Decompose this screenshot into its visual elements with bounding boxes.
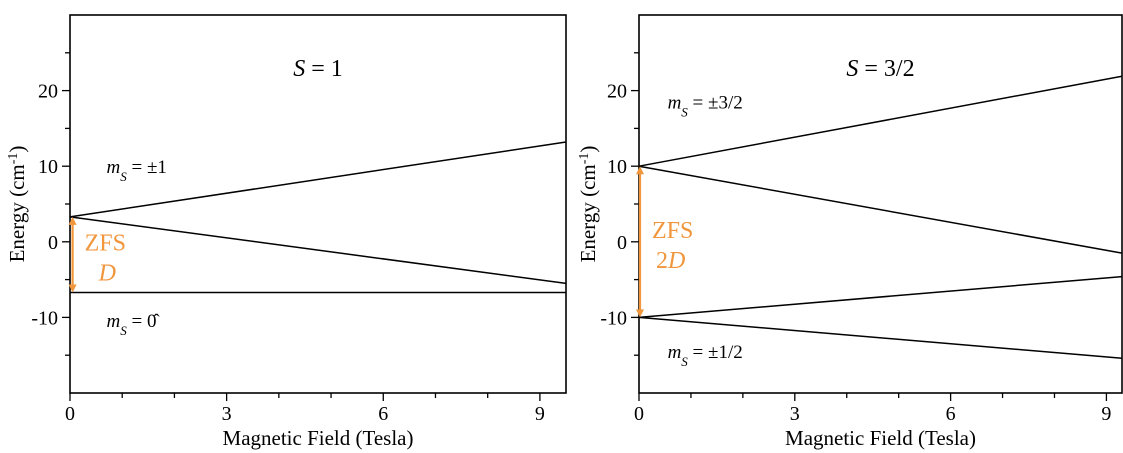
- zfs-label-symbol: D: [98, 261, 116, 287]
- x-tick-label: 3: [222, 403, 232, 425]
- y-axis-title-sup: -1: [6, 153, 21, 165]
- chart-panel-2: 0 3 6 9 -10 0 10 20 Magnetic Field (Tesla) Energy…: [576, 14, 1123, 450]
- y-axis-title-close: ): [576, 146, 600, 153]
- state-label-subscript: S: [681, 104, 688, 119]
- y-tick-label: -10: [600, 307, 627, 329]
- y-tick-label: 10: [38, 156, 58, 178]
- zfs-arrow-head-bottom: [636, 309, 644, 318]
- y-axis-title: Energy (cm-1): [576, 146, 600, 263]
- energy-level-line-1: [69, 141, 567, 218]
- state-label-1: mS = ±1: [107, 157, 167, 184]
- x-tick-label: 3: [790, 403, 800, 425]
- y-tick-label: 20: [38, 81, 58, 103]
- panel-title-symbol: S: [846, 56, 858, 82]
- chart-panel-1: 0 3 6 9 -10 0 10 20 Magnetic Field (Tesla) Energy…: [5, 14, 567, 450]
- y-axis-title-sup: -1: [577, 153, 592, 165]
- x-tick-label: 9: [1101, 403, 1111, 425]
- panel-title: S = 1: [293, 56, 343, 82]
- state-label-subscript: S: [120, 169, 127, 184]
- y-tick-label: 0: [48, 232, 58, 254]
- y-axis-title-main: Energy (cm: [5, 164, 29, 262]
- y-tick-label: 20: [607, 81, 627, 103]
- zfs-label-prefix: 2: [656, 248, 668, 274]
- zfs-label-line2: 2D: [656, 248, 685, 274]
- x-tick-label: 0: [65, 403, 75, 425]
- state-label-symbol: m: [107, 311, 121, 332]
- state-label-symbol: m: [668, 342, 682, 363]
- state-label-symbol: m: [107, 157, 121, 178]
- y-tick-label: -10: [31, 307, 58, 329]
- panel-title: S = 3/2: [846, 56, 914, 82]
- state-label-value: = 0̂: [127, 311, 160, 332]
- energy-level-line-3: [638, 275, 1123, 319]
- panel-title-rest: = 1: [305, 56, 343, 82]
- y-axis-title-close: ): [5, 146, 29, 153]
- y-axis-title-main: Energy (cm: [576, 164, 600, 262]
- x-tick-label: 9: [535, 403, 545, 425]
- zfs-label-line2: D: [98, 261, 116, 287]
- zfs-arrow-head-top: [636, 166, 644, 175]
- state-label-value: = ±3/2: [688, 93, 743, 114]
- y-axis-title: Energy (cm-1): [5, 146, 29, 263]
- state-label-subscript: S: [681, 354, 688, 369]
- energy-level-line-2: [69, 216, 567, 285]
- y-tick-label: 0: [617, 232, 627, 254]
- state-label-2: mS = 0̂: [107, 311, 160, 338]
- state-label-symbol: m: [668, 93, 682, 114]
- state-label-subscript: S: [120, 323, 127, 338]
- zfs-arrow-head-top: [68, 216, 77, 225]
- zfs-arrow-head-bottom: [68, 284, 77, 293]
- energy-level-line-4: [638, 316, 1123, 359]
- state-label-value: = ±1: [127, 157, 167, 178]
- x-axis-title: Magnetic Field (Tesla): [223, 426, 414, 450]
- state-label-1: mS = ±3/2: [668, 93, 743, 120]
- x-tick-label: 6: [946, 403, 956, 425]
- y-tick-label: 10: [607, 156, 627, 178]
- x-axis-title: Magnetic Field (Tesla): [785, 426, 976, 450]
- energy-level-line-1: [638, 75, 1123, 167]
- state-label-2: mS = ±1/2: [668, 342, 743, 369]
- panel-title-symbol: S: [293, 56, 305, 82]
- zfs-label-symbol: D: [667, 248, 685, 274]
- x-tick-label: 0: [634, 403, 644, 425]
- energy-level-line-2: [638, 165, 1123, 254]
- x-tick-label: 6: [378, 403, 388, 425]
- panel-title-rest: = 3/2: [858, 56, 914, 82]
- state-label-value: = ±1/2: [688, 342, 743, 363]
- zfs-label-line1: ZFS: [652, 218, 693, 244]
- zfs-label-line1: ZFS: [85, 231, 126, 257]
